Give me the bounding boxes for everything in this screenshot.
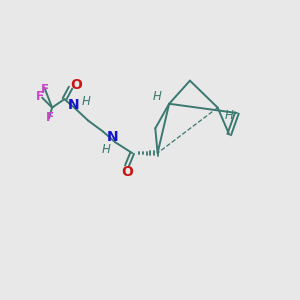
Text: N: N — [106, 130, 118, 144]
Text: H: H — [82, 95, 90, 108]
Text: N: N — [68, 98, 80, 112]
Text: F: F — [41, 83, 49, 96]
Text: H: H — [152, 90, 161, 103]
Text: F: F — [46, 111, 54, 124]
Text: H: H — [225, 109, 234, 122]
Text: H: H — [102, 143, 110, 156]
Text: O: O — [122, 164, 134, 178]
Text: O: O — [70, 77, 82, 92]
Text: F: F — [36, 90, 44, 103]
